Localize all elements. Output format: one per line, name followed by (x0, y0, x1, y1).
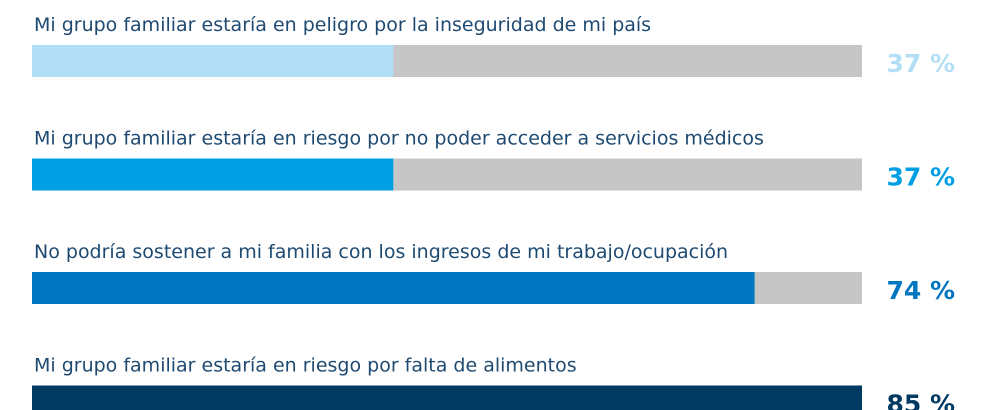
category-label: No podría sostener a mi familia con los … (34, 241, 728, 263)
value-label: 37 % (886, 49, 955, 78)
bar (32, 385, 862, 410)
bar (32, 45, 394, 77)
category-label: Mi grupo familiar estaría en riesgo por … (34, 128, 764, 150)
value-label: 74 % (886, 276, 955, 305)
category-label: Mi grupo familiar estaría en peligro por… (34, 14, 651, 36)
bar (32, 272, 755, 304)
bar (32, 158, 394, 191)
value-label: 37 % (886, 163, 955, 192)
value-label: 85 % (886, 390, 955, 410)
category-label: Mi grupo familiar estaría en riesgo por … (34, 355, 577, 377)
